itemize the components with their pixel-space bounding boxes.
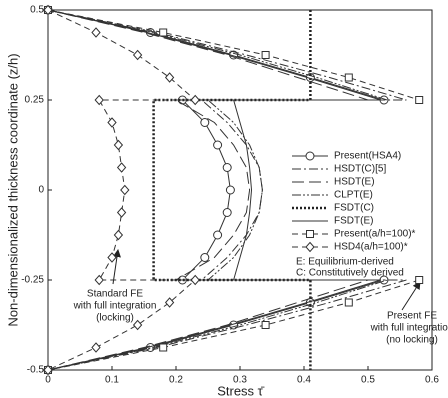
y-tick-label: 0.25 <box>25 95 45 106</box>
point <box>132 319 143 331</box>
point <box>164 297 175 308</box>
point <box>261 321 270 329</box>
legend-label: HSDT(C)[5] <box>334 164 386 175</box>
point <box>200 253 210 262</box>
point <box>113 139 124 151</box>
legend-label: HSDT(E) <box>334 177 375 188</box>
x-tick-label: 0.1 <box>105 375 119 386</box>
x-tick-label: 0 <box>45 375 51 386</box>
legend-marker <box>306 230 314 238</box>
y-tick-label: 0.5 <box>30 5 44 16</box>
x-tick-label: 0.6 <box>425 375 439 386</box>
legend-label: Present(HSA4) <box>334 151 401 162</box>
point <box>222 163 232 172</box>
series-line <box>152 10 312 370</box>
point <box>190 274 200 286</box>
legend-label: FSDT(C) <box>334 203 374 214</box>
legend-note: C: Constitutively derived <box>296 268 404 279</box>
annotation-arrow <box>112 249 121 285</box>
point <box>344 298 353 307</box>
annotation: Standard FE <box>87 289 143 300</box>
legend-marker <box>305 151 315 161</box>
series-line <box>47 9 388 371</box>
point <box>415 96 424 104</box>
series-line <box>47 9 381 371</box>
point <box>107 117 117 128</box>
legend-marker <box>305 241 315 253</box>
point <box>344 73 353 82</box>
legend-label: HSD4(a/h=100)* <box>334 242 408 253</box>
annotation: Present FE <box>387 311 437 322</box>
legend-label: CLPT(E) <box>334 190 373 201</box>
point <box>200 118 210 127</box>
x-tick-label: 0.4 <box>297 375 311 386</box>
y-tick-label: -0.5 <box>27 365 45 376</box>
point <box>261 51 270 59</box>
point <box>113 229 124 241</box>
y-tick-label: 0 <box>38 185 44 196</box>
x-tick-label: 0.5 <box>361 375 375 386</box>
point <box>107 252 117 263</box>
point <box>43 4 53 16</box>
point <box>120 184 130 196</box>
point <box>159 343 168 352</box>
point <box>116 162 127 173</box>
point <box>222 208 232 217</box>
legend-note: E: Equilibrium-derived <box>296 257 394 268</box>
y-axis-label: Non-dimensionalized thickness coordinate… <box>5 53 20 326</box>
annotation: with full integration <box>73 301 157 312</box>
annotation: (no locking) <box>386 335 438 346</box>
point <box>225 185 235 195</box>
point <box>164 72 175 83</box>
x-axis-label: Stress τ̄ <box>217 383 265 398</box>
legend-label: Present(a/h=100)* <box>334 229 416 240</box>
annotation: (locking) <box>96 313 134 324</box>
point <box>43 364 53 376</box>
point <box>94 274 104 286</box>
series-line <box>47 9 369 371</box>
point <box>415 276 424 284</box>
annotation-arrow <box>401 281 421 311</box>
point <box>94 94 104 106</box>
x-tick-label: 0.3 <box>233 375 247 386</box>
point <box>213 140 223 150</box>
point <box>132 49 143 61</box>
point <box>213 230 223 240</box>
point <box>91 27 101 38</box>
point <box>190 94 200 106</box>
point <box>159 28 168 37</box>
point <box>91 342 101 353</box>
x-tick-label: 0.2 <box>169 375 183 386</box>
point <box>116 207 127 218</box>
annotation: with full integration <box>370 323 448 334</box>
legend: Present(HSA4) HSDT(C)[5] HSDT(E) CLPT(E) FSD… <box>292 151 416 279</box>
y-tick-label: -0.25 <box>21 275 44 286</box>
legend-label: FSDT(E) <box>334 216 373 227</box>
